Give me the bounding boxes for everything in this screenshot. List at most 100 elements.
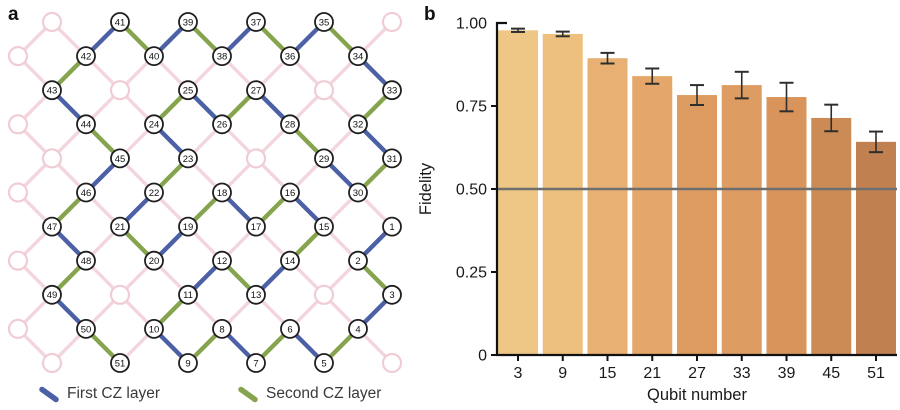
bar-qubits-27 [677,95,717,355]
x-tick-label: 45 [822,365,840,382]
qubit-node-26 [212,114,232,135]
legend-second-cz-label: Second CZ layer [266,385,382,402]
qubit-node-18 [212,182,232,203]
qubit-node-number-14: 14 [285,256,296,267]
qubit-node-33 [382,80,402,101]
qubit-node-number-38: 38 [217,52,228,63]
unused-qubit-node [41,148,63,169]
unused-qubit-node [41,352,63,374]
unused-qubit-node [381,352,403,374]
qubit-node-48 [76,250,96,271]
qubit-node-number-7: 7 [253,358,258,369]
qubit-node-36 [280,46,300,66]
qubit-node-11 [178,284,198,305]
bar-qubits-21 [632,76,673,356]
qubit-node-number-44: 44 [81,120,92,131]
qubit-node-41 [110,12,130,32]
qubit-node-9 [178,353,198,373]
qubit-node-number-47: 47 [47,222,58,233]
qubit-node-number-35: 35 [319,17,330,28]
x-tick-label: 51 [867,365,885,382]
qubit-node-34 [348,46,368,66]
qubit-node-number-27: 27 [251,86,262,97]
qubit-node-15 [314,216,334,237]
qubit-node-number-18: 18 [217,188,228,199]
unused-qubit-node [313,284,335,305]
qubit-node-number-5: 5 [321,358,326,369]
unused-qubit-node [7,318,29,339]
qubit-node-number-48: 48 [81,256,92,267]
qubit-node-number-1: 1 [389,222,394,233]
qubit-node-37 [246,12,266,32]
qubit-node-50 [76,318,96,339]
qubit-node-number-25: 25 [183,86,194,97]
qubit-node-number-33: 33 [387,86,398,97]
qubit-node-number-17: 17 [251,222,262,233]
qubit-node-number-37: 37 [251,17,262,28]
y-axis-title: Fidelity [417,162,435,215]
qubit-node-38 [212,46,232,66]
unused-qubit-node [7,250,29,271]
qubit-node-12 [212,250,232,271]
qubit-node-21 [110,216,130,237]
qubit-node-6 [280,318,300,339]
qubit-node-20 [144,250,164,271]
qubit-node-3 [382,284,402,305]
qubit-node-number-40: 40 [149,52,160,63]
qubit-node-31 [382,148,402,169]
qubit-node-number-34: 34 [353,52,364,63]
qubit-node-number-15: 15 [319,222,330,233]
qubit-node-1 [382,216,402,237]
x-tick-label: 27 [688,365,706,382]
qubit-node-number-29: 29 [319,154,330,165]
x-tick-label: 33 [733,365,751,382]
qubit-lattice-diagram: 1234567891011121314151617181920212223242… [7,11,403,374]
qubit-node-number-9: 9 [185,358,190,369]
qubit-node-number-21: 21 [115,222,126,233]
qubit-node-46 [76,182,96,203]
qubit-node-number-24: 24 [149,120,160,131]
y-tick-label: 1.00 [456,16,487,33]
qubit-node-number-10: 10 [149,324,160,335]
y-tick-label: 0.75 [456,99,487,116]
bar-qubits-9 [542,33,583,356]
qubit-node-number-20: 20 [149,256,160,267]
x-tick-label: 3 [514,365,523,382]
qubit-node-35 [314,12,334,32]
qubit-node-number-16: 16 [285,188,296,199]
y-tick-label: 0.25 [456,265,487,282]
qubit-node-number-19: 19 [183,222,194,233]
qubit-node-4 [348,318,368,339]
qubit-node-number-32: 32 [353,120,364,131]
qubit-node-40 [144,46,164,66]
qubit-node-51 [110,353,130,373]
qubit-node-29 [314,148,334,169]
qubit-node-number-23: 23 [183,154,194,165]
qubit-node-32 [348,114,368,135]
qubit-node-13 [246,284,266,305]
qubit-node-25 [178,80,198,101]
legend-second-cz: Second CZ layer [237,382,381,406]
qubit-node-number-11: 11 [183,290,193,301]
legend-first-cz-label: First CZ layer [67,385,160,402]
qubit-node-number-45: 45 [115,154,126,165]
qubit-node-22 [144,182,164,203]
unused-qubit-node [109,284,131,305]
qubit-node-5 [314,353,334,373]
qubit-node-39 [178,12,198,32]
unused-qubit-node [41,11,63,33]
x-tick-label: 21 [643,365,661,382]
unused-qubit-node [313,80,335,101]
bar-qubits-33 [721,85,762,356]
bar-qubits-39 [766,97,807,355]
qubit-node-number-42: 42 [81,52,92,63]
panel-a-label: a [8,4,19,25]
qubit-node-number-13: 13 [251,290,262,301]
legend-first-cz: First CZ layer [38,382,160,406]
qubit-node-number-3: 3 [389,290,394,301]
bar-qubits-3 [498,30,538,355]
qubit-node-number-30: 30 [353,188,364,199]
qubit-node-number-2: 2 [355,256,360,267]
qubit-node-number-51: 51 [115,358,126,369]
qubit-node-number-26: 26 [217,120,228,131]
